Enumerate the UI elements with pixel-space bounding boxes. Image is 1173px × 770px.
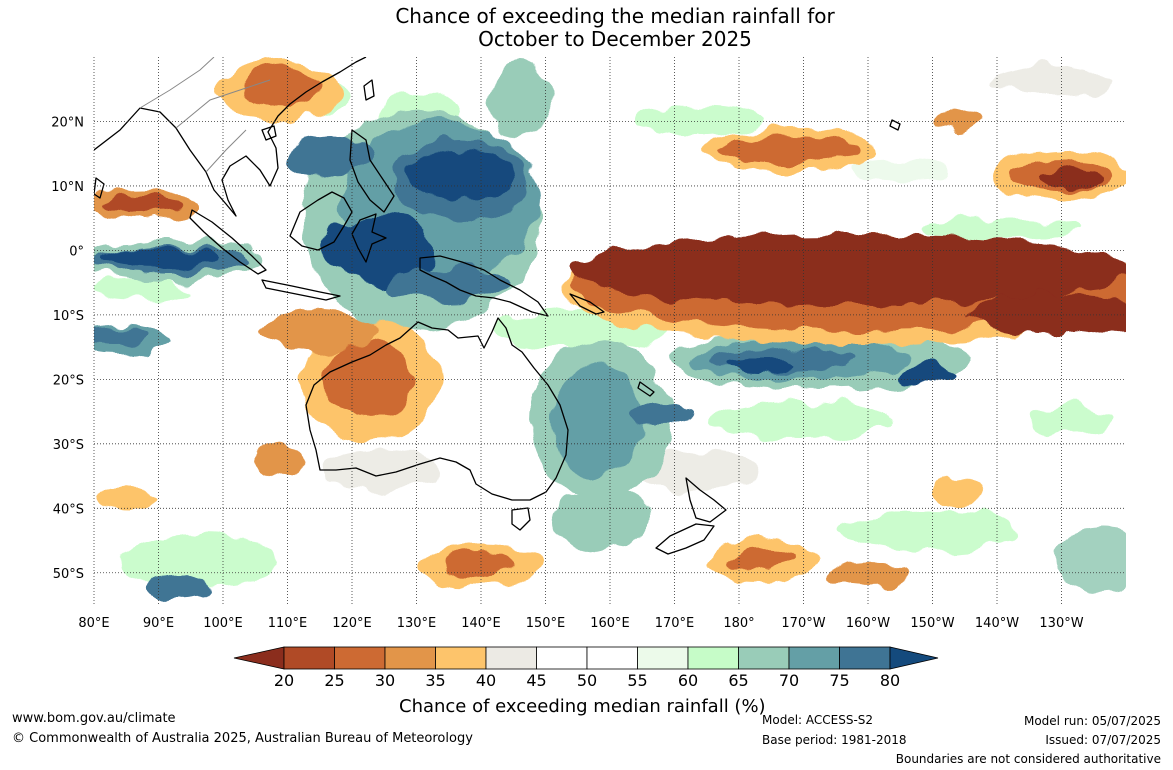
longitude-tick-label: 110°E	[268, 616, 308, 631]
borneo-coastline	[289, 191, 353, 251]
new-guinea-coastline	[419, 255, 549, 317]
java-coastline	[261, 279, 341, 301]
footer-model-run: Model run: 05/07/2025	[1023, 714, 1161, 728]
asia-coastline	[94, 57, 367, 217]
latitude-tick-label: 30°S	[53, 438, 84, 453]
latitude-tick-label: 10°S	[53, 309, 84, 324]
colorbar-swatch	[738, 646, 790, 670]
latitude-tick-label: 20°S	[53, 373, 84, 388]
footer-copyright: © Commonwealth of Australia 2025, Austra…	[12, 731, 473, 746]
colorbar-label: 65	[728, 671, 748, 690]
colorbar-swatch	[283, 646, 335, 670]
longitude-tick-label: 120°E	[332, 616, 372, 631]
colorbar: 20 25 30 35 40 45 50 55 60 65 70 75 80	[233, 646, 939, 690]
new-caledonia-coastline	[637, 381, 655, 397]
longitude-tick-label: 130°E	[397, 616, 437, 631]
latitude-labels: 20°N 10°N 0° 10°S 20°S 30°S 40°S 50°S	[51, 115, 84, 581]
longitude-tick-label: 170°W	[781, 616, 825, 631]
longitude-labels: 80°E 90°E 100°E 110°E 120°E 130°E 140°E 150°E 16…	[78, 616, 1083, 631]
new-zealand-north-coastline	[685, 477, 727, 523]
longitude-tick-label: 160°E	[590, 616, 630, 631]
longitude-tick-label: 90°E	[143, 616, 174, 631]
colorbar-label: 30	[375, 671, 395, 690]
new-zealand-south-coastline	[655, 523, 715, 555]
latitude-tick-label: 20°N	[51, 115, 84, 130]
colorbar-label: 50	[577, 671, 597, 690]
longitude-tick-label: 180°	[723, 616, 754, 631]
graticule	[93, 57, 1126, 605]
sri-lanka-coastline	[94, 177, 105, 199]
colorbar-swatch	[536, 646, 588, 670]
longitude-tick-label: 80°E	[78, 616, 109, 631]
taiwan-coastline	[363, 79, 375, 101]
footer-base-period: Base period: 1981-2018	[762, 733, 907, 747]
rainfall-field	[94, 60, 1126, 600]
longitude-tick-label: 100°E	[203, 616, 243, 631]
colorbar-label: 45	[526, 671, 546, 690]
latitude-tick-label: 40°S	[53, 502, 84, 517]
colorbar-label: 60	[678, 671, 698, 690]
colorbar-label: 80	[880, 671, 900, 690]
hawaii-coastline	[889, 119, 901, 131]
longitude-tick-label: 170°E	[655, 616, 695, 631]
tasmania-coastline	[511, 507, 531, 531]
country-borders	[139, 57, 271, 173]
coastlines	[94, 57, 901, 555]
longitude-tick-label: 140°E	[461, 616, 501, 631]
philippines-coastline	[349, 129, 395, 213]
colorbar-label: 40	[476, 671, 496, 690]
colorbar-swatch	[687, 646, 739, 670]
colorbar-label: 70	[779, 671, 799, 690]
colorbar-label: 25	[324, 671, 344, 690]
solomon-islands-coastline	[569, 293, 605, 315]
colorbar-swatch	[586, 646, 638, 670]
colorbar-arrow-high	[889, 646, 939, 670]
colorbar-swatch	[637, 646, 689, 670]
colorbar-swatch	[788, 646, 840, 670]
colorbar-label: 75	[829, 671, 849, 690]
longitude-tick-label: 140°W	[975, 616, 1019, 631]
colorbar-swatch	[435, 646, 487, 670]
latitude-tick-label: 10°N	[51, 180, 84, 195]
sumatra-coastline	[189, 209, 267, 275]
latitude-tick-label: 0°	[69, 244, 84, 259]
longitude-tick-label: 150°E	[526, 616, 566, 631]
colorbar-swatch	[839, 646, 891, 670]
hainan-coastline	[261, 125, 277, 141]
colorbar-label: 55	[627, 671, 647, 690]
footer-model: Model: ACCESS-S2	[762, 713, 874, 727]
longitude-tick-label: 130°W	[1039, 616, 1083, 631]
longitude-tick-label: 160°W	[846, 616, 890, 631]
sulawesi-coastline	[351, 213, 387, 263]
colorbar-label: 20	[274, 671, 294, 690]
footer-url: www.bom.gov.au/climate	[12, 711, 176, 726]
chart-title-line2: October to December 2025	[478, 27, 752, 51]
latitude-tick-label: 50°S	[53, 567, 84, 582]
footer-disclaimer: Boundaries are not considered authoritat…	[895, 752, 1161, 766]
chart-title-line1: Chance of exceeding the median rainfall …	[395, 4, 835, 28]
footer-issued: Issued: 07/07/2025	[1045, 733, 1161, 747]
australia-coastline	[305, 317, 569, 501]
colorbar-swatch	[334, 646, 386, 670]
colorbar-label: 35	[425, 671, 445, 690]
longitude-tick-label: 150°W	[910, 616, 954, 631]
colorbar-title: Chance of exceeding median rainfall (%)	[399, 696, 766, 717]
colorbar-arrow-low	[233, 646, 285, 670]
colorbar-swatch	[485, 646, 537, 670]
colorbar-swatch	[384, 646, 436, 670]
